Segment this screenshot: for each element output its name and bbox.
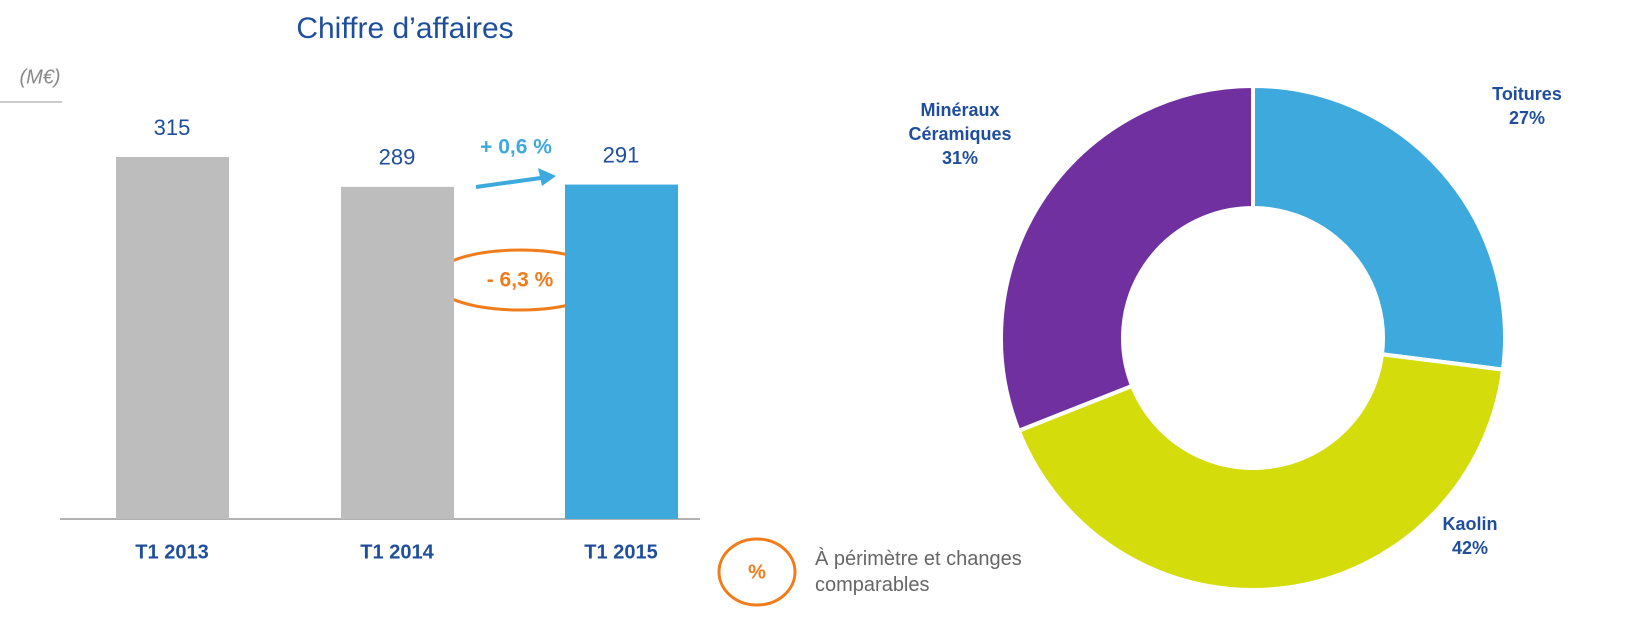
annotation: - 6,3 %	[487, 269, 554, 292]
slice-value: 27%	[1462, 106, 1592, 130]
x-tick-label: T1 2015	[584, 541, 657, 563]
unit-label: (M€)	[19, 66, 60, 88]
slice-label: Minéraux Céramiques	[895, 98, 1025, 146]
bar	[341, 187, 454, 519]
arrow-head	[538, 168, 556, 186]
value-label: 315	[154, 115, 191, 140]
donut-slice	[1001, 86, 1253, 431]
x-tick-label: T1 2014	[360, 541, 434, 563]
annotation: + 0,6 %	[480, 136, 552, 159]
slice-label: Kaolin	[1405, 512, 1535, 536]
chart-title: Chiffre d’affaires	[296, 12, 513, 45]
slice-value: 31%	[895, 146, 1025, 170]
note-text: À périmètre et changes comparables	[815, 546, 1075, 598]
value-label: 289	[379, 145, 416, 170]
slice-value: 42%	[1405, 536, 1535, 560]
page: Chiffre d’affaires (M€) + 0,6 % - 6,3 % …	[0, 0, 1651, 632]
note-symbol: %	[748, 561, 766, 583]
arrow	[476, 177, 548, 187]
bar	[116, 157, 229, 519]
chart: Chiffre d’affaires (M€) + 0,6 % - 6,3 % …	[0, 0, 1651, 632]
value-label: 291	[603, 142, 640, 167]
slice-label: Toitures	[1462, 82, 1592, 106]
bar	[565, 185, 678, 519]
x-tick-label: T1 2013	[135, 541, 208, 563]
